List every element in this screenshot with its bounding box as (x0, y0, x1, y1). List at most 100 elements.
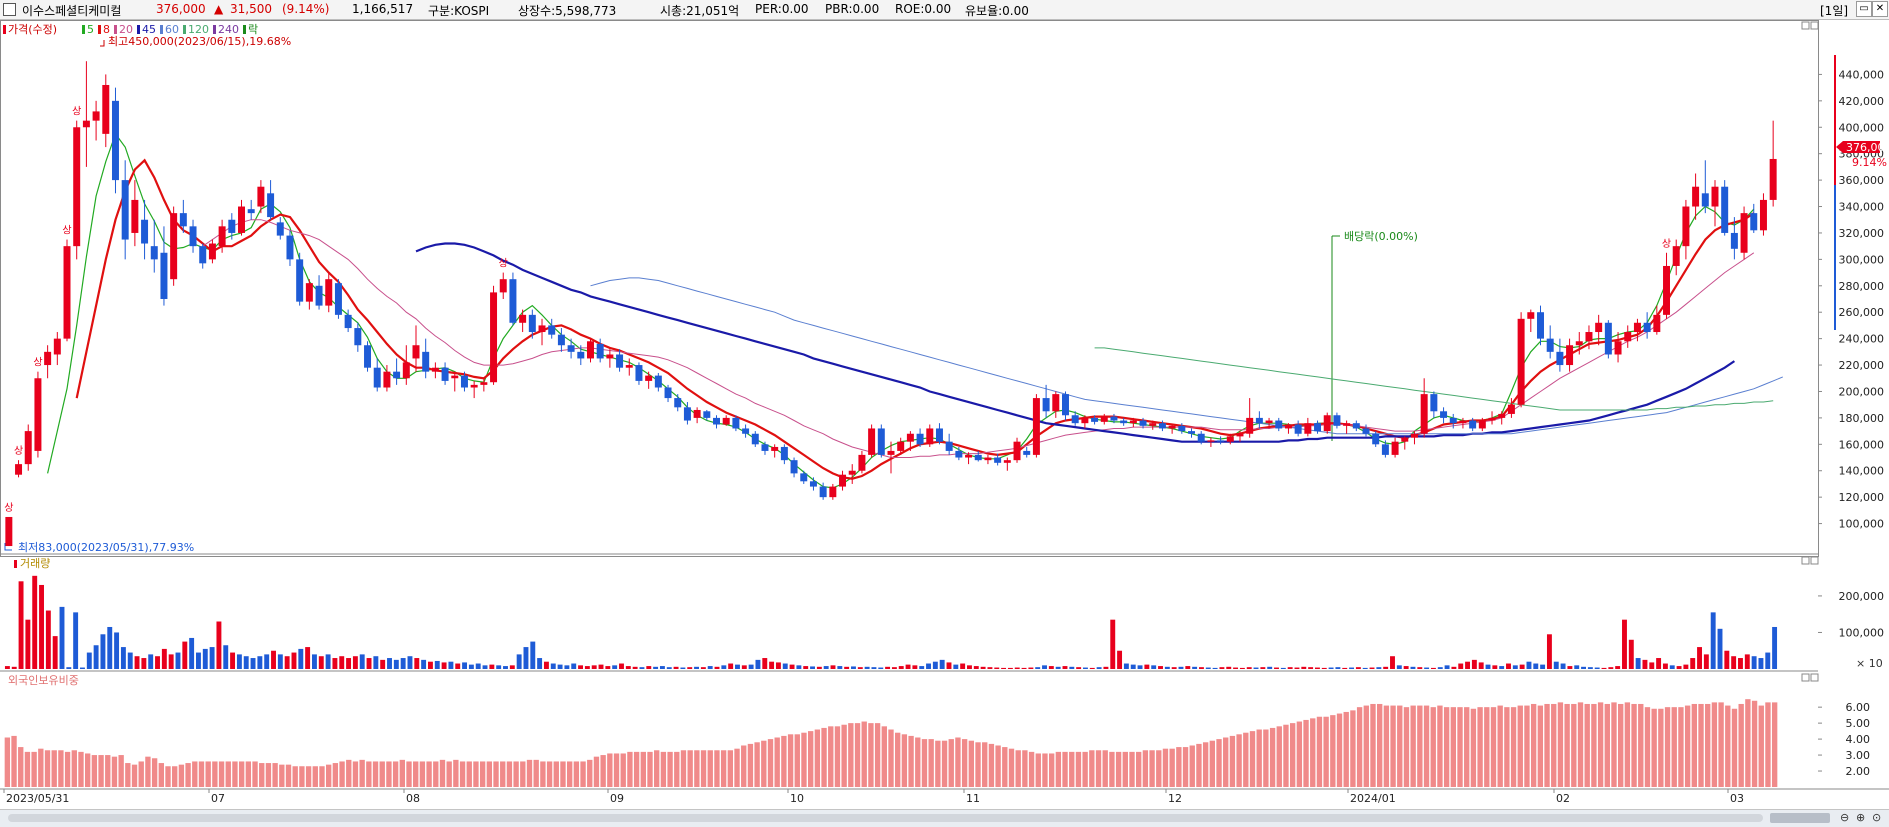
foreign-ownership-bar[interactable] (674, 751, 680, 787)
foreign-ownership-bar[interactable] (64, 751, 71, 787)
foreign-ownership-bar[interactable] (935, 740, 941, 787)
foreign-ownership-bar[interactable] (714, 750, 720, 787)
volume-bar[interactable] (1355, 667, 1361, 669)
foreign-ownership-bar[interactable] (265, 763, 272, 787)
foreign-ownership-bar[interactable] (1055, 751, 1062, 787)
candle-body[interactable] (1188, 431, 1196, 434)
volume-bar[interactable] (93, 645, 99, 669)
candle-body[interactable] (1730, 232, 1738, 249)
candle-body[interactable] (635, 365, 643, 381)
foreign-ownership-bar[interactable] (1651, 708, 1657, 787)
candle-body[interactable] (334, 283, 342, 315)
foreign-ownership-bar[interactable] (761, 740, 767, 787)
foreign-ownership-bar[interactable] (754, 742, 760, 787)
candle-body[interactable] (596, 343, 604, 359)
candle-body[interactable] (1314, 423, 1322, 432)
foreign-ownership-bar[interactable] (1002, 747, 1008, 787)
volume-bar[interactable] (339, 656, 345, 669)
foreign-ownership-bar[interactable] (1597, 702, 1604, 787)
candle-body[interactable] (1459, 420, 1467, 424)
candle-body[interactable] (771, 446, 779, 451)
volume-bar[interactable] (1437, 667, 1443, 669)
candle-body[interactable] (63, 246, 71, 339)
volume-bar[interactable] (489, 664, 495, 669)
foreign-ownership-bar[interactable] (1430, 707, 1436, 787)
volume-bar[interactable] (509, 665, 515, 669)
candle-body[interactable] (1517, 318, 1525, 405)
foreign-ownership-bar[interactable] (1310, 718, 1316, 787)
candle-body[interactable] (179, 213, 187, 227)
volume-bar[interactable] (1587, 667, 1593, 669)
volume-bar[interactable] (1451, 666, 1457, 669)
volume-bar[interactable] (857, 667, 863, 669)
volume-bar[interactable] (1567, 666, 1573, 669)
price-panel-minimize-button[interactable] (1801, 21, 1810, 30)
volume-bar[interactable] (448, 661, 454, 669)
foreign-ownership-bar[interactable] (1410, 705, 1416, 787)
foreign-ownership-bar[interactable] (1490, 707, 1497, 787)
foreign-ownership-bar[interactable] (988, 743, 995, 787)
volume-bar[interactable] (216, 621, 222, 670)
volume-bar[interactable] (168, 654, 174, 669)
foreign-ownership-bar[interactable] (1664, 707, 1671, 787)
volume-bar[interactable] (1751, 656, 1757, 669)
candle-body[interactable] (189, 226, 197, 247)
volume-bar[interactable] (1028, 667, 1034, 669)
volume-bar[interactable] (45, 610, 51, 669)
candle-body[interactable] (1081, 417, 1089, 424)
volume-bar[interactable] (1117, 650, 1123, 669)
foreign-ownership-bar[interactable] (848, 723, 854, 787)
candle-body[interactable] (247, 209, 255, 214)
candle-body[interactable] (1546, 338, 1554, 352)
candle-body[interactable] (974, 454, 982, 461)
volume-bar[interactable] (1669, 665, 1675, 669)
foreign-ownership-bar[interactable] (1048, 753, 1055, 787)
foreign-ownership-bar[interactable] (1638, 703, 1644, 787)
foreign-ownership-bar[interactable] (479, 761, 486, 787)
volume-bar[interactable] (946, 662, 952, 669)
foreign-ownership-bar[interactable] (1765, 702, 1771, 787)
foreign-ownership-bar[interactable] (868, 723, 874, 787)
candle-body[interactable] (1624, 332, 1632, 342)
candle-body[interactable] (315, 285, 323, 306)
volume-bar[interactable] (1471, 659, 1477, 669)
volume-bar[interactable] (1485, 664, 1491, 669)
candle-body[interactable] (373, 367, 381, 388)
volume-bar[interactable] (250, 658, 256, 669)
candle-body[interactable] (1488, 417, 1496, 421)
volume-bar[interactable] (1083, 667, 1088, 669)
foreign-ownership-bar[interactable] (1557, 702, 1564, 787)
volume-bar[interactable] (871, 667, 877, 669)
candle-body[interactable] (1410, 433, 1418, 438)
foreign-ownership-bar[interactable] (1095, 750, 1102, 787)
foreign-ownership-bar[interactable] (1437, 705, 1443, 787)
volume-bar[interactable] (980, 666, 986, 669)
foreign-ownership-bar[interactable] (185, 763, 191, 787)
volume-bar[interactable] (1287, 667, 1293, 669)
candle-body[interactable] (276, 222, 284, 236)
candle-body[interactable] (1537, 312, 1544, 339)
foreign-ownership-bar[interactable] (466, 761, 472, 787)
foreign-ownership-bar[interactable] (1771, 702, 1778, 787)
volume-bar[interactable] (182, 641, 188, 669)
candle-body[interactable] (1663, 265, 1671, 315)
volume-bar[interactable] (1048, 666, 1054, 669)
foreign-ownership-bar[interactable] (1537, 705, 1544, 787)
volume-bar[interactable] (1294, 667, 1300, 669)
volume-bar[interactable] (1267, 666, 1273, 669)
volume-bar[interactable] (1410, 666, 1416, 669)
foreign-ownership-bar[interactable] (366, 761, 372, 787)
volume-bar[interactable] (1103, 666, 1109, 669)
volume-bar[interactable] (550, 663, 556, 669)
volume-bar[interactable] (1342, 667, 1348, 669)
candle-body[interactable] (1003, 460, 1011, 463)
volume-bar[interactable] (209, 647, 215, 669)
volume-bar[interactable] (311, 654, 317, 669)
foreign-ownership-bar[interactable] (1564, 703, 1570, 787)
volume-bar[interactable] (1226, 666, 1232, 669)
foreign-ownership-bar[interactable] (707, 750, 713, 787)
volume-bar[interactable] (932, 661, 938, 669)
candle-body[interactable] (393, 371, 401, 379)
candle-body[interactable] (1449, 417, 1457, 424)
foreign-ownership-bar[interactable] (1042, 753, 1048, 787)
